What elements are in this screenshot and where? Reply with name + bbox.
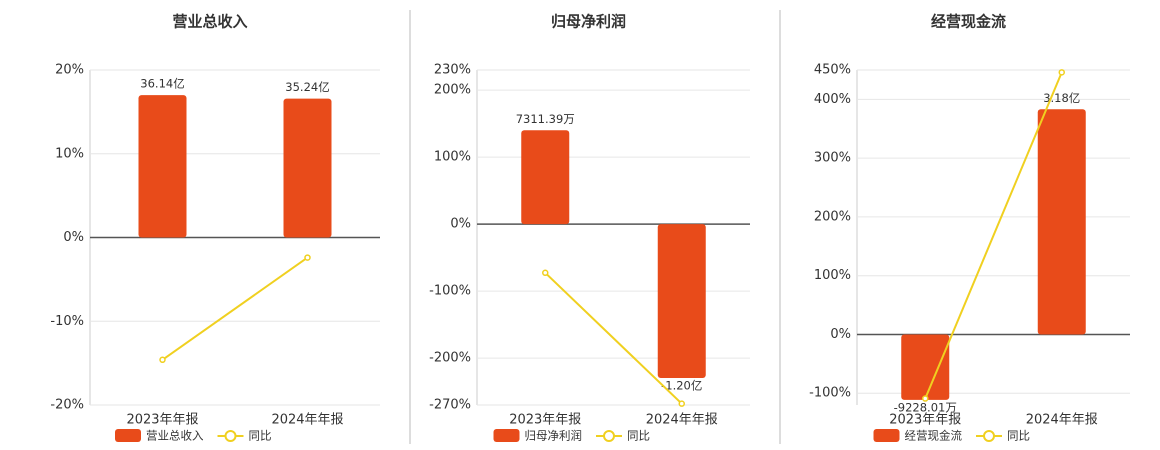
- y-tick-label: 100%: [814, 268, 851, 283]
- legend-label: 经营现金流: [905, 429, 963, 443]
- value-label: 36.14亿: [140, 77, 184, 91]
- y-tick-label: 300%: [814, 151, 851, 166]
- point: [542, 269, 549, 277]
- chart-title: 营业总收入: [172, 13, 247, 31]
- y-tick-label: 100%: [434, 150, 471, 165]
- bar: [901, 334, 950, 400]
- y-tick-label: 0%: [63, 230, 84, 245]
- legend-label: 营业总收入: [146, 429, 204, 443]
- bar: [1037, 109, 1086, 335]
- value-label: -9228.01万: [894, 400, 957, 414]
- y-tick-label: 0%: [830, 327, 851, 342]
- legend-swatch: [983, 430, 995, 442]
- y-tick-label: -10%: [50, 314, 84, 329]
- y-tick-label: -270%: [429, 398, 471, 413]
- chart-title: 归母净利润: [551, 13, 626, 31]
- point: [159, 356, 166, 364]
- bar: [521, 130, 570, 225]
- x-tick-label: 2024年年报: [1026, 413, 1098, 428]
- legend-swatch: [493, 429, 520, 442]
- legend-label: 同比: [1007, 429, 1030, 443]
- x-tick-label: 2023年年报: [509, 413, 581, 428]
- y-tick-label: 230%: [434, 63, 471, 78]
- legend-swatch: [873, 429, 900, 442]
- point: [304, 254, 311, 261]
- bar: [657, 224, 706, 379]
- point: [678, 400, 685, 407]
- legend-label: 归母净利润: [525, 429, 583, 443]
- chart-title: 经营现金流: [931, 13, 1006, 31]
- value-label: 7311.39万: [516, 112, 575, 126]
- legend-label: 同比: [627, 429, 650, 443]
- y-tick-label: 10%: [55, 146, 84, 161]
- line: [161, 256, 309, 361]
- y-tick-label: 200%: [434, 83, 471, 98]
- y-tick-label: -100%: [809, 386, 851, 401]
- bar: [283, 98, 332, 238]
- y-tick-label: 400%: [814, 92, 851, 107]
- y-tick-label: -20%: [50, 398, 84, 413]
- x-tick-label: 2023年年报: [889, 413, 961, 428]
- value-label: -1.20亿: [661, 379, 702, 393]
- y-tick-label: -100%: [429, 284, 471, 299]
- bar: [138, 95, 187, 238]
- line: [544, 272, 683, 405]
- legend-label: 同比: [249, 429, 272, 443]
- legend-swatch: [603, 430, 615, 442]
- legend-swatch: [224, 430, 237, 442]
- x-tick-label: 2023年年报: [126, 413, 198, 428]
- legend-swatch: [115, 429, 141, 442]
- x-tick-label: 2024年年报: [646, 413, 718, 428]
- y-tick-label: 20%: [55, 63, 84, 78]
- point: [922, 395, 929, 402]
- y-tick-label: 0%: [450, 217, 471, 232]
- point: [1058, 69, 1065, 76]
- y-tick-label: 450%: [814, 63, 851, 78]
- x-tick-label: 2024年年报: [271, 413, 343, 428]
- y-tick-label: -200%: [429, 351, 471, 366]
- line: [924, 71, 1063, 399]
- value-label: 35.24亿: [285, 80, 329, 94]
- y-tick-label: 200%: [814, 209, 851, 224]
